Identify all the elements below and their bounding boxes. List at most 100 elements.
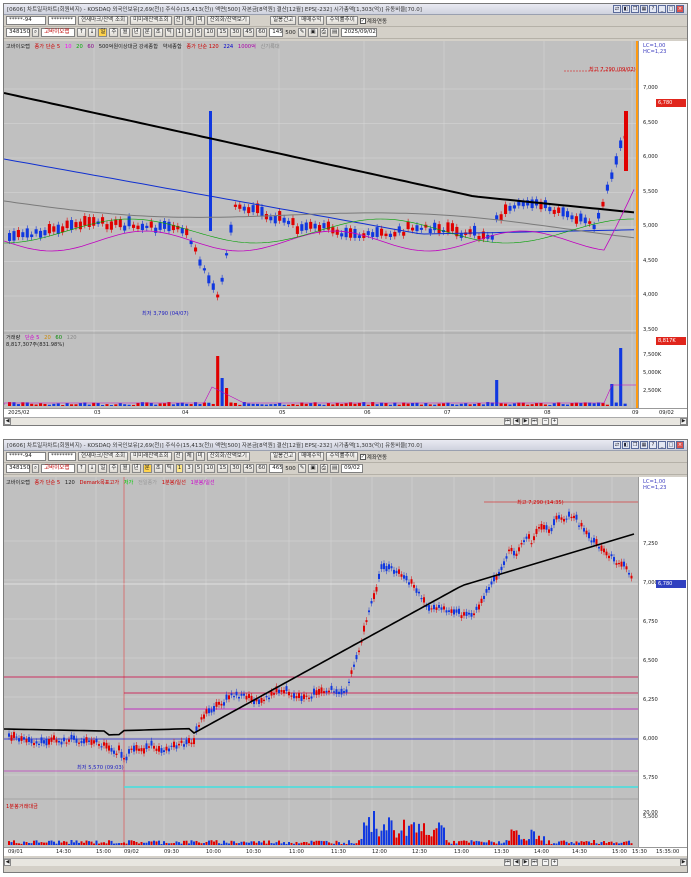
trade-profit-button[interactable]: 매매수익: [298, 16, 325, 25]
maximize-icon[interactable]: □: [667, 5, 675, 13]
period-month[interactable]: 월: [120, 28, 130, 37]
scroll-right-icon[interactable]: ▶: [680, 859, 687, 866]
minimize-icon[interactable]: _: [658, 5, 666, 13]
period-month[interactable]: 월: [120, 464, 130, 473]
count-input[interactable]: 145: [269, 28, 284, 37]
help-icon[interactable]: ?: [649, 441, 657, 449]
restore-icon[interactable]: ❐: [631, 5, 639, 13]
interval-30[interactable]: 30: [230, 28, 242, 37]
horizontal-scrollbar[interactable]: ◀ ⏮ ◀ ▶ ⏭ − + ▶: [4, 417, 687, 425]
period-second[interactable]: 초: [153, 28, 163, 37]
all-button[interactable]: 전: [173, 452, 183, 461]
grid-icon[interactable]: ▦: [640, 5, 648, 13]
pin-icon[interactable]: ◧: [622, 5, 630, 13]
period-tick[interactable]: 틱: [164, 464, 174, 473]
interval-1[interactable]: 1: [175, 464, 184, 473]
balance-query-button[interactable]: 현재마크/잔액 조회: [78, 452, 129, 461]
interval-3[interactable]: 3: [185, 28, 193, 37]
scroll-last-icon[interactable]: ⏭: [531, 418, 538, 425]
password-input[interactable]: ********: [48, 16, 76, 25]
interval-45[interactable]: 45: [243, 464, 255, 473]
all-button[interactable]: 전: [173, 16, 183, 25]
scroll-right-icon[interactable]: ▶: [680, 418, 687, 425]
password-input[interactable]: ********: [48, 452, 76, 461]
balance-view-button[interactable]: 잔회화/잔액보기: [206, 16, 250, 25]
period-week[interactable]: 주: [109, 28, 119, 37]
stock-code-input[interactable]: 348150: [6, 464, 30, 473]
account-link-checkbox[interactable]: ✓ 계좌연동: [359, 453, 388, 461]
save-icon[interactable]: ▣: [308, 28, 318, 37]
calendar-icon[interactable]: ▤: [329, 28, 340, 37]
pencil-icon[interactable]: ✎: [297, 28, 307, 37]
interval-3[interactable]: 3: [185, 464, 193, 473]
scroll-first-icon[interactable]: ⏮: [504, 418, 511, 425]
save-icon[interactable]: ▣: [308, 464, 318, 473]
scroll-prev-icon[interactable]: ◀: [513, 418, 520, 425]
price-axis[interactable]: LC=1,00 HC=1,23 7,250 7,000 6,750 6,500 6,25…: [638, 477, 687, 847]
account-link-checkbox[interactable]: ✓ 계좌연동: [359, 17, 388, 25]
day-period-button[interactable]: 일: [98, 28, 108, 37]
unfilled-button[interactable]: 미: [195, 452, 205, 461]
horizontal-scrollbar[interactable]: ◀ ⏮ ◀ ▶ ⏭ − + ▶: [4, 858, 687, 866]
trade-profit-button[interactable]: 매매수익: [298, 452, 325, 461]
daily-report-button[interactable]: 일봉건고: [269, 452, 297, 461]
scroll-left-icon[interactable]: ◀: [4, 418, 11, 425]
window-titlebar[interactable]: [0606] 차트일자차트(회원비지) - KOSDAQ 외국인보유[2,69(…: [4, 440, 687, 451]
interval-15[interactable]: 15: [217, 28, 229, 37]
unfilled-button[interactable]: 미: [195, 16, 205, 25]
search-icon[interactable]: ⌕: [32, 464, 40, 473]
date-input[interactable]: 09/02: [341, 464, 364, 473]
profit-trend-button[interactable]: 수익률추이: [326, 452, 358, 461]
interval-45[interactable]: 45: [243, 28, 255, 37]
interval-15[interactable]: 15: [217, 464, 229, 473]
zoom-out-icon[interactable]: −: [542, 418, 549, 425]
pin-icon[interactable]: ◧: [622, 441, 630, 449]
scroll-next-icon[interactable]: ▶: [522, 418, 529, 425]
period-tick[interactable]: 틱: [164, 28, 174, 37]
daily-report-button[interactable]: 일봉건고: [269, 16, 297, 25]
scroll-first-icon[interactable]: ⏮: [504, 859, 511, 866]
restore-icon[interactable]: ❐: [631, 441, 639, 449]
interval-10[interactable]: 10: [204, 28, 216, 37]
scroll-prev-icon[interactable]: ◀: [513, 859, 520, 866]
pencil-icon[interactable]: ✎: [297, 464, 307, 473]
print-icon[interactable]: ⎙: [319, 28, 328, 37]
period-year[interactable]: 년: [131, 464, 141, 473]
interval-5[interactable]: 5: [194, 464, 203, 473]
zoom-in-icon[interactable]: +: [551, 418, 558, 425]
search-icon[interactable]: ⌕: [32, 28, 40, 37]
zoom-in-icon[interactable]: +: [551, 859, 558, 866]
account-input[interactable]: *****-94: [6, 452, 46, 461]
close-icon[interactable]: ×: [676, 5, 684, 13]
account-input[interactable]: *****-94: [6, 16, 46, 25]
interval-5[interactable]: 5: [194, 28, 203, 37]
interval-1[interactable]: 1: [175, 28, 184, 37]
period-week[interactable]: 주: [109, 464, 119, 473]
interval-30[interactable]: 30: [230, 464, 242, 473]
scroll-left-icon[interactable]: ◀: [4, 859, 11, 866]
unsettled-query-button[interactable]: 미미래잔액조회: [130, 16, 172, 25]
interval-10[interactable]: 10: [204, 464, 216, 473]
help-icon[interactable]: ?: [649, 5, 657, 13]
balance-query-button[interactable]: 현재마크/잔액 조회: [78, 16, 129, 25]
date-input[interactable]: 2025/09/02: [341, 28, 378, 37]
prev-stock-icon[interactable]: ↑: [77, 28, 86, 37]
balance-view-button[interactable]: 잔회화/잔액보기: [206, 452, 250, 461]
price-axis[interactable]: LC=1,00 HC=1,23 7,000 6,500 6,000 5,500 5,00…: [638, 41, 687, 408]
window-titlebar[interactable]: [0606] 차트일자차트(회원비지) - KOSDAQ 외국인보유[2,69(…: [4, 4, 687, 15]
interval-60[interactable]: 60: [256, 464, 268, 473]
zoom-out-icon[interactable]: −: [542, 859, 549, 866]
grid-icon[interactable]: ▦: [640, 441, 648, 449]
chart-area[interactable]: 고바이오랩 종가 단순 5 10 20 60 500억원이상대금 강세종합 약세…: [4, 41, 638, 408]
link-icon[interactable]: ⇄: [613, 441, 621, 449]
close-icon[interactable]: ×: [676, 441, 684, 449]
next-stock-icon[interactable]: ↓: [87, 28, 97, 37]
stock-code-input[interactable]: 348150: [6, 28, 30, 37]
profit-trend-button[interactable]: 수익률추이: [326, 16, 358, 25]
link-icon[interactable]: ⇄: [613, 5, 621, 13]
next-stock-icon[interactable]: ↓: [87, 464, 97, 473]
filled-button[interactable]: 체: [184, 16, 194, 25]
print-icon[interactable]: ⎙: [319, 464, 328, 473]
count-input[interactable]: 465: [269, 464, 284, 473]
maximize-icon[interactable]: □: [667, 441, 675, 449]
